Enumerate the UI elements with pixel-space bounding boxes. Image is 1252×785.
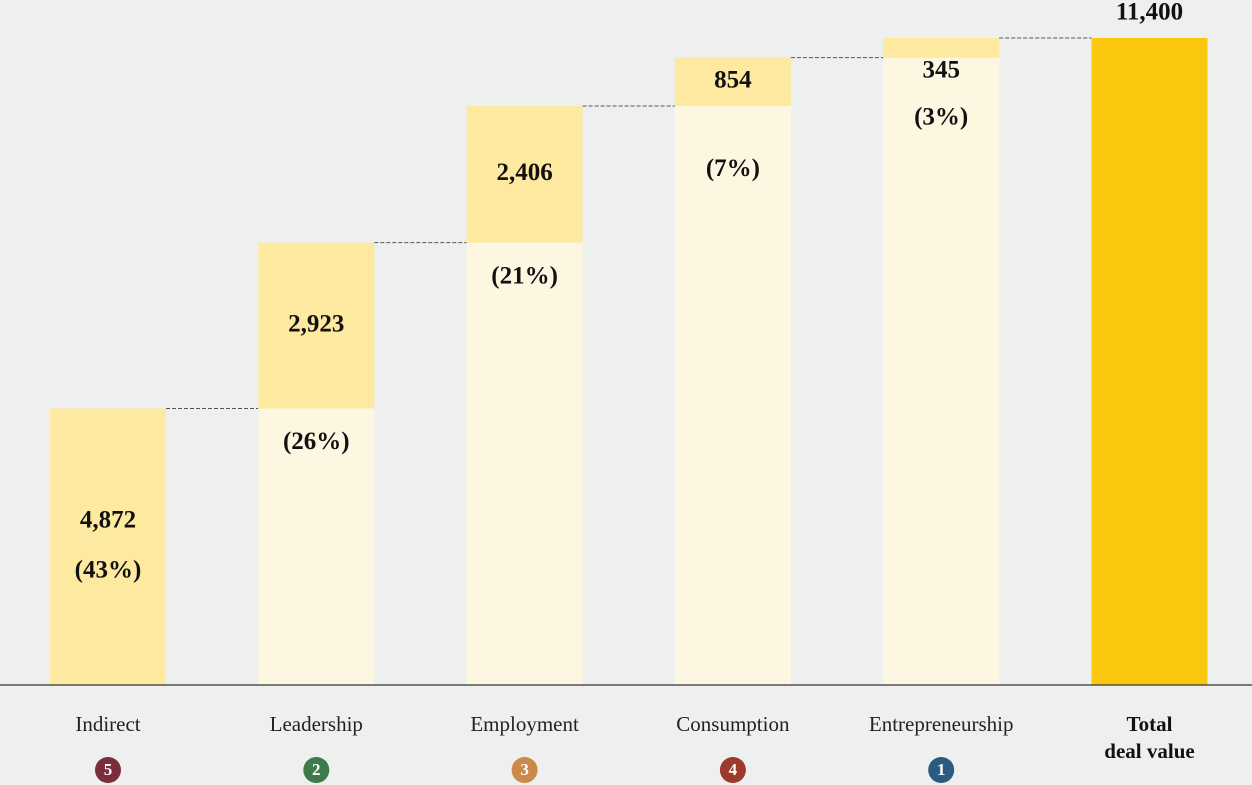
x-category-label: Leadership bbox=[270, 712, 363, 736]
x-category-label: Total deal value bbox=[1104, 712, 1194, 763]
base-bar bbox=[466, 242, 583, 686]
x-category-label: Consumption bbox=[676, 712, 790, 736]
bar bbox=[50, 408, 166, 685]
x-category-label: Employment bbox=[470, 712, 579, 736]
rank-number: 3 bbox=[520, 760, 529, 779]
base-bar bbox=[883, 57, 1000, 685]
value-label: 854 bbox=[714, 67, 752, 94]
bar bbox=[466, 106, 583, 243]
rank-number: 5 bbox=[104, 760, 113, 779]
rank-number: 4 bbox=[729, 760, 738, 779]
base-bar bbox=[674, 106, 791, 685]
x-category-label: Indirect bbox=[75, 712, 140, 736]
x-category-label: Entrepreneurship bbox=[869, 712, 1014, 736]
total-bar bbox=[1091, 38, 1208, 685]
share-label: (7%) bbox=[706, 155, 760, 182]
bar bbox=[258, 242, 375, 409]
rank-badge bbox=[303, 757, 330, 783]
rank-badge bbox=[95, 757, 121, 783]
share-label: (21%) bbox=[491, 262, 558, 289]
rank-badge bbox=[928, 757, 955, 783]
value-label: 345 bbox=[922, 56, 960, 83]
value-label: 2,406 bbox=[496, 159, 552, 186]
value-label: 11,400 bbox=[1116, 0, 1183, 26]
value-label: 4,872 bbox=[80, 506, 136, 533]
rank-badge bbox=[511, 757, 538, 783]
rank-number: 2 bbox=[312, 760, 321, 779]
rank-number: 1 bbox=[937, 760, 946, 779]
share-label: (26%) bbox=[283, 428, 350, 455]
value-label: 2,923 bbox=[288, 310, 344, 337]
base-bar bbox=[258, 408, 375, 685]
rank-badge bbox=[719, 757, 746, 783]
share-label: (3%) bbox=[914, 103, 968, 130]
bar bbox=[674, 57, 791, 107]
share-label: (43%) bbox=[75, 556, 142, 583]
bar bbox=[883, 38, 1000, 58]
